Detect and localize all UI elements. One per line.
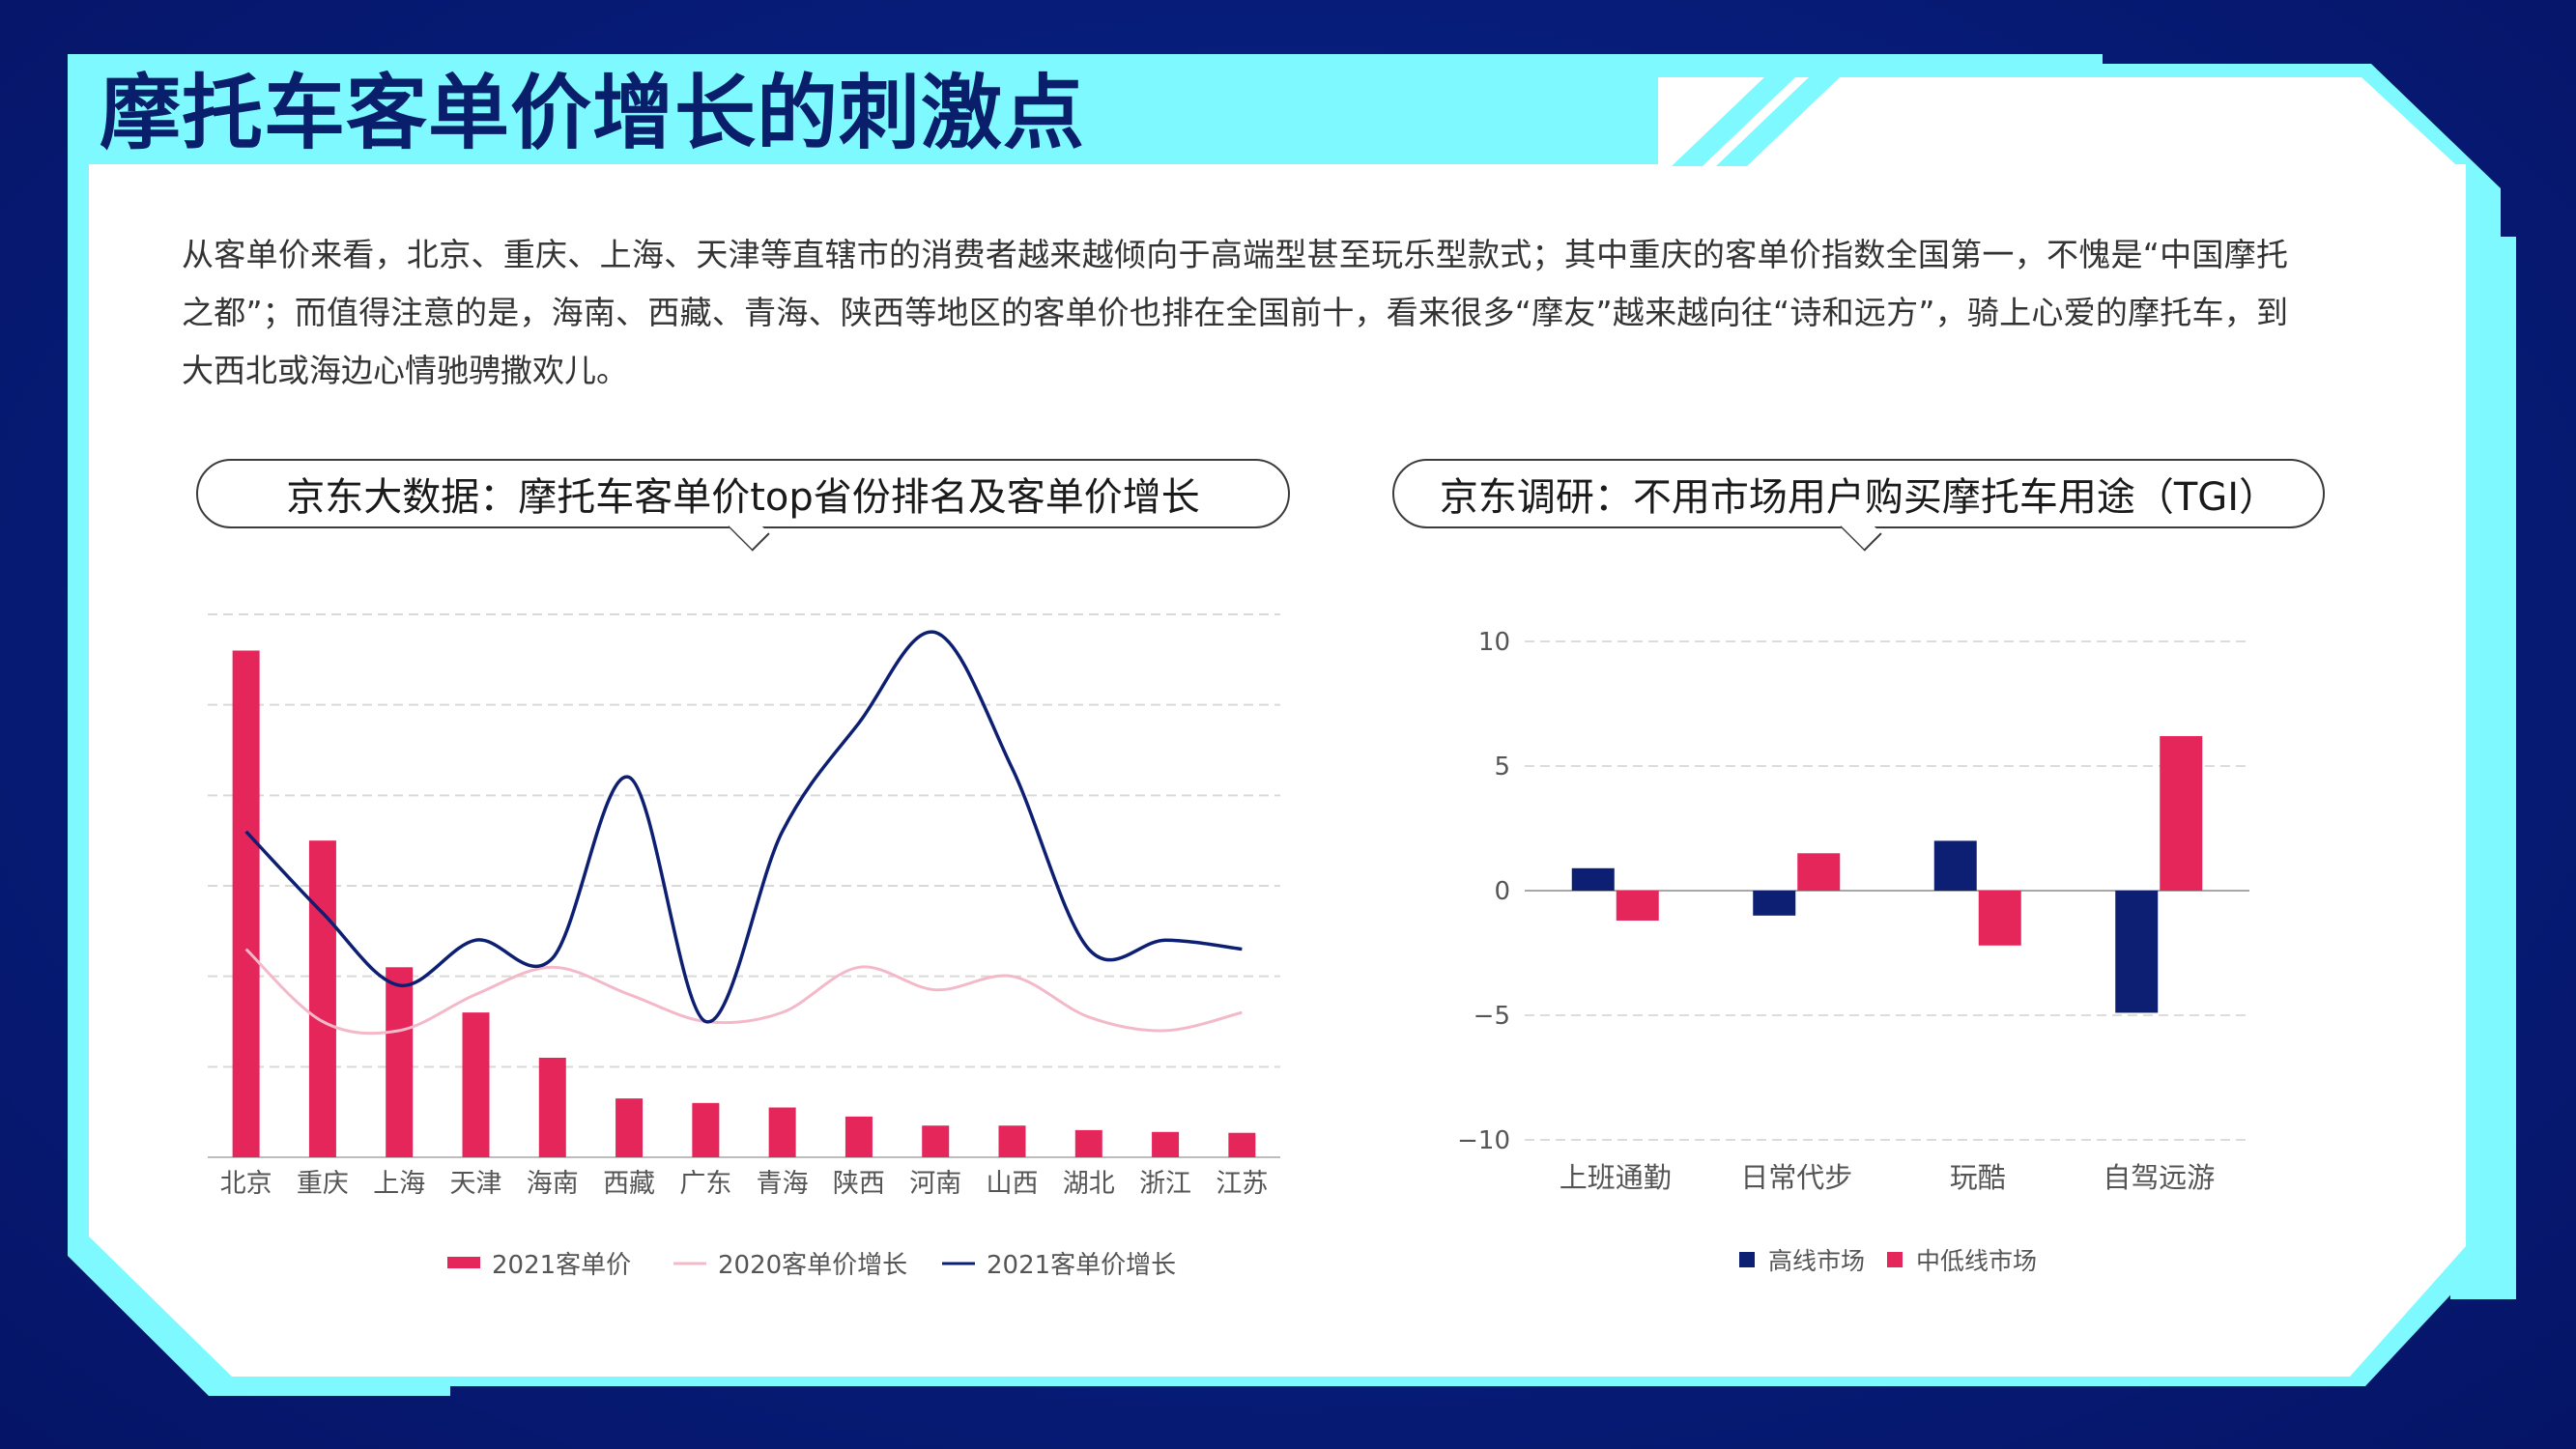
right-legend: 高线市场 中低线市场: [1739, 1247, 2037, 1275]
x-label-青海: 青海: [757, 1169, 809, 1199]
bar-上海: [386, 967, 414, 1157]
bar-海南: [538, 1057, 566, 1157]
x-label-天津: 天津: [450, 1169, 502, 1199]
bar-高线市场-自驾远游: [2115, 891, 2159, 1013]
x-label-上海: 上海: [373, 1169, 425, 1199]
y-tick: 5: [1494, 753, 1510, 781]
intro-paragraph: 从客单价来看，北京、重庆、上海、天津等直辖市的消费者越来越倾向于高端型甚至玩乐型…: [182, 236, 2288, 389]
legend-swatch: [1739, 1252, 1755, 1267]
bar-天津: [462, 1012, 490, 1157]
bar-山西: [998, 1125, 1026, 1157]
legend-label: 2021客单价: [492, 1251, 631, 1280]
legend-swatch: [1887, 1252, 1903, 1267]
bar-北京: [232, 650, 260, 1157]
bar-重庆: [308, 840, 336, 1157]
bar-青海: [768, 1107, 796, 1157]
legend-label: 2021客单价增长: [987, 1251, 1176, 1280]
x-label-山西: 山西: [987, 1169, 1039, 1199]
chart-left-title-pill: 京东大数据：摩托车客单价top省份排名及客单价增长: [196, 459, 1290, 552]
bar-高线市场-上班通勤: [1571, 867, 1615, 891]
page-title: 摩托车客单价增长的刺激点: [100, 66, 1086, 160]
y-tick: 10: [1478, 628, 1510, 657]
left-x-labels: 北京 重庆 上海 天津 海南 西藏 广东 青海 陕西 河南 山西 湖北 浙江 江苏: [220, 1169, 1269, 1199]
x-label-浙江: 浙江: [1139, 1169, 1191, 1199]
bar-中低线市场-玩酷: [1978, 891, 2021, 946]
bar-中低线市场-日常代步: [1797, 853, 1841, 891]
bar-西藏: [615, 1098, 644, 1157]
x-label-陕西: 陕西: [833, 1169, 885, 1199]
y-tick: 0: [1494, 877, 1510, 906]
right-y-ticks: 10 5 0 −5 −10: [1457, 628, 1510, 1155]
x-label-自驾远游: 自驾远游: [2103, 1161, 2215, 1194]
bar-中低线市场-自驾远游: [2160, 736, 2203, 891]
bar-陕西: [844, 1116, 873, 1157]
x-label-湖北: 湖北: [1063, 1169, 1115, 1199]
legend-label: 中低线市场: [1916, 1247, 2037, 1275]
line-2021-growth: [244, 630, 1243, 1024]
legend-label: 高线市场: [1768, 1247, 1865, 1275]
x-label-上班通勤: 上班通勤: [1560, 1161, 1672, 1194]
left-bars: [232, 650, 1256, 1157]
bar-河南: [922, 1125, 950, 1157]
x-label-北京: 北京: [220, 1169, 272, 1199]
bar-高线市场-日常代步: [1753, 891, 1796, 916]
legend-swatch-2021-price: [447, 1257, 480, 1268]
x-label-河南: 河南: [909, 1169, 961, 1199]
chart-right-title-pill: 京东调研：不用市场用户购买摩托车用途（TGI）: [1392, 459, 2325, 552]
x-label-海南: 海南: [527, 1169, 579, 1199]
x-label-西藏: 西藏: [603, 1169, 655, 1199]
bar-江苏: [1228, 1132, 1256, 1157]
left-legend: 2021客单价 2020客单价增长 2021客单价增长: [447, 1251, 1176, 1280]
x-label-广东: 广东: [679, 1169, 731, 1199]
right-bars: [1571, 736, 2203, 1013]
x-label-江苏: 江苏: [1216, 1169, 1268, 1199]
bar-浙江: [1152, 1131, 1180, 1157]
x-label-玩酷: 玩酷: [1950, 1161, 2006, 1194]
x-label-日常代步: 日常代步: [1740, 1161, 1852, 1194]
right-x-labels: 上班通勤 日常代步 玩酷 自驾远游: [1560, 1161, 2216, 1194]
bar-中低线市场-上班通勤: [1616, 891, 1659, 921]
line-2020-growth: [244, 948, 1243, 1036]
y-tick: −10: [1457, 1126, 1510, 1155]
legend-label: 2020客单价增长: [718, 1251, 907, 1280]
y-tick: −5: [1474, 1002, 1510, 1031]
x-label-重庆: 重庆: [297, 1169, 349, 1199]
bar-广东: [692, 1102, 720, 1157]
bar-高线市场-玩酷: [1933, 840, 1977, 891]
bar-湖北: [1074, 1129, 1102, 1157]
